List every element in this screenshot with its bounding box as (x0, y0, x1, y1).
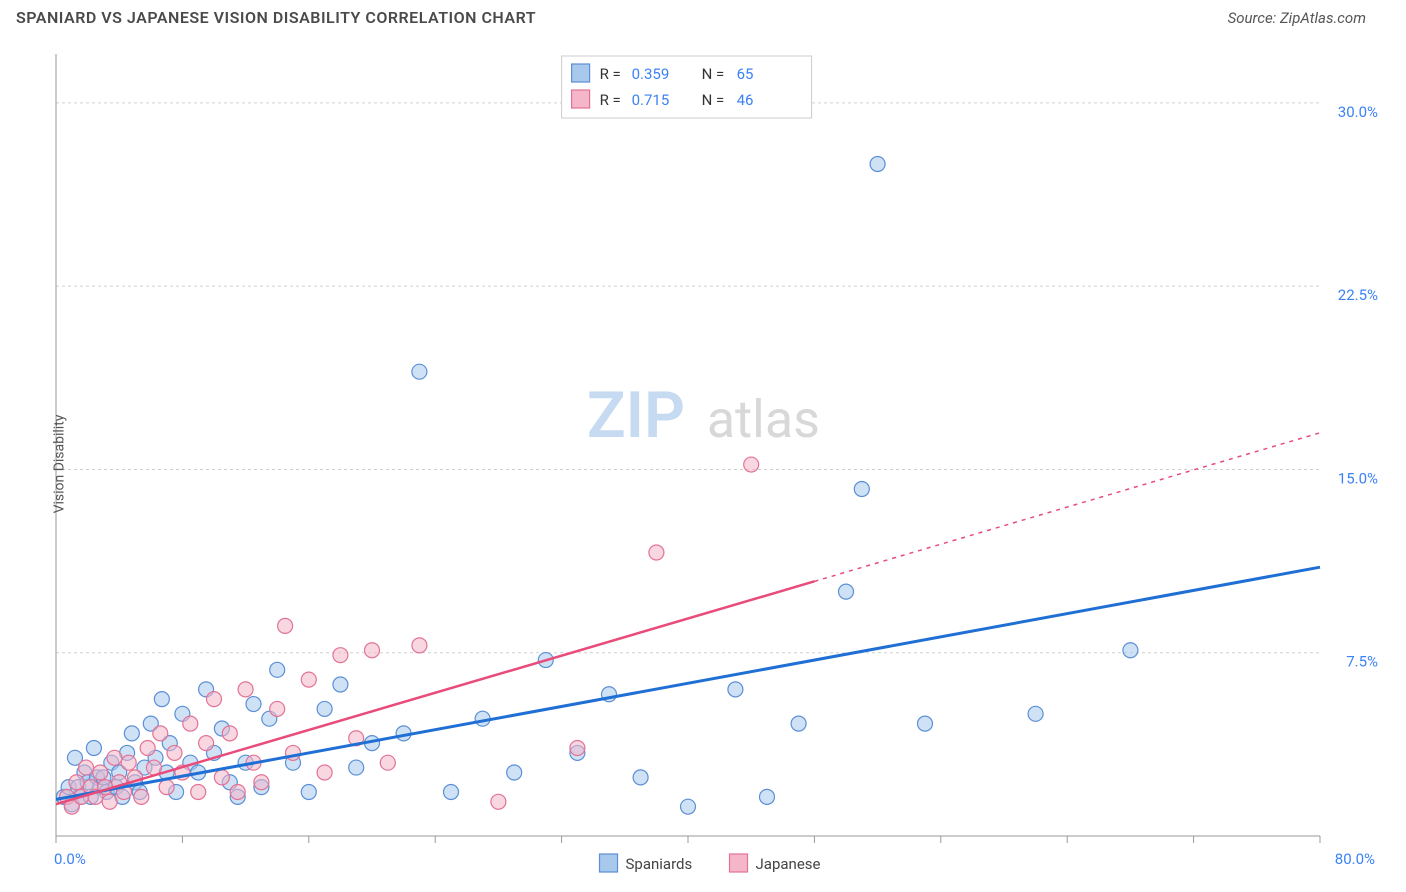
data-point (791, 716, 806, 731)
data-point (154, 692, 169, 707)
data-point (870, 156, 885, 171)
data-point (207, 692, 222, 707)
data-point (633, 770, 648, 785)
legend-n-value: 65 (737, 65, 754, 83)
data-point (444, 785, 459, 800)
y-tick-label: 7.5% (1346, 653, 1378, 671)
data-point (86, 741, 101, 756)
data-point (167, 745, 182, 760)
data-point (317, 701, 332, 716)
data-point (222, 726, 237, 741)
x-label-right: 80.0% (1335, 850, 1375, 868)
data-point (744, 457, 759, 472)
data-point (333, 677, 348, 692)
chart-source: Source: ZipAtlas.com (1228, 9, 1366, 27)
data-point (681, 799, 696, 814)
data-point (79, 760, 94, 775)
data-point (199, 736, 214, 751)
data-point (183, 716, 198, 731)
legend-n-label: N = (702, 65, 725, 83)
data-point (69, 775, 84, 790)
data-point (760, 789, 775, 804)
legend-swatch (730, 854, 748, 872)
legend-swatch (572, 64, 590, 82)
data-point (93, 765, 108, 780)
data-point (124, 726, 139, 741)
chart-header: SPANIARD VS JAPANESE VISION DISABILITY C… (0, 0, 1406, 31)
data-point (107, 750, 122, 765)
data-point (153, 726, 168, 741)
watermark: ZIP (587, 378, 685, 453)
data-point (214, 770, 229, 785)
legend-n-label: N = (702, 91, 725, 109)
chart-title: SPANIARD VS JAPANESE VISION DISABILITY C… (16, 8, 536, 27)
legend-r-label: R = (600, 91, 621, 109)
y-axis-label: Vision Disability (51, 415, 67, 514)
y-tick-label: 22.5% (1338, 286, 1378, 304)
chart-container: Vision Disability 7.5% 15.0% 22.5% 30.0% ZIP… (16, 44, 1390, 884)
legend-swatch (572, 90, 590, 108)
data-point (728, 682, 743, 697)
legend-n-value: 46 (737, 91, 754, 109)
data-point (270, 662, 285, 677)
data-point (134, 789, 149, 804)
data-point (1028, 706, 1043, 721)
trend-line-extrap (814, 433, 1320, 582)
data-point (254, 775, 269, 790)
chart-svg: 7.5% 15.0% 22.5% 30.0% ZIP atlas 0.0% 80.0% R = 0… (16, 44, 1390, 884)
data-point (140, 741, 155, 756)
data-point (159, 780, 174, 795)
legend-label: Spaniards (626, 855, 693, 873)
x-label-left: 0.0% (54, 850, 86, 868)
data-point (191, 785, 206, 800)
data-point (1123, 643, 1138, 658)
data-point (570, 741, 585, 756)
watermark: atlas (707, 389, 820, 450)
data-point (270, 701, 285, 716)
data-point (507, 765, 522, 780)
legend-swatch (600, 854, 618, 872)
data-point (854, 481, 869, 496)
data-point (491, 794, 506, 809)
data-point (278, 618, 293, 633)
data-point (412, 638, 427, 653)
legend-label: Japanese (756, 855, 821, 873)
data-point (301, 672, 316, 687)
data-point (238, 682, 253, 697)
data-point (301, 785, 316, 800)
data-point (918, 716, 933, 731)
trend-line (56, 581, 814, 804)
y-tick-label: 15.0% (1338, 469, 1378, 487)
data-point (230, 785, 245, 800)
data-point (333, 648, 348, 663)
data-point (649, 545, 664, 560)
data-point (365, 643, 380, 658)
data-point (121, 755, 136, 770)
legend-r-label: R = (600, 65, 621, 83)
data-point (380, 755, 395, 770)
legend-r-value: 0.715 (632, 91, 670, 109)
data-point (246, 697, 261, 712)
data-point (349, 760, 364, 775)
data-point (412, 364, 427, 379)
data-point (102, 794, 117, 809)
y-tick-label: 30.0% (1338, 103, 1378, 121)
data-point (317, 765, 332, 780)
data-point (839, 584, 854, 599)
legend-r-value: 0.359 (632, 65, 670, 83)
